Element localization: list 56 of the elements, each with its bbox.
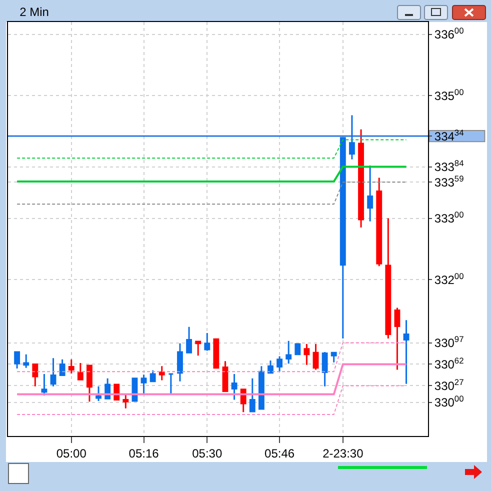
x-tick-label: 05:16 [128,446,160,460]
candlestick [231,373,238,401]
candlestick [330,352,337,364]
candlestick [385,218,392,340]
x-tick-label: 2-23:30 [322,446,364,460]
y-tick-label: 334$^{34}$ [434,127,464,144]
candlestick [140,374,147,396]
y-tick-label: 332$^{00}$ [434,270,464,287]
candlestick [394,307,400,371]
y-tick-label: 330$^{62}$ [434,355,464,372]
candlestick [322,351,328,388]
x-tick-label: 05:30 [192,446,222,460]
y-tick-label: 333$^{59}$ [434,173,464,190]
candlestick [186,326,192,354]
candlestick [294,343,301,356]
candlestick [204,332,210,352]
candlestick [150,370,156,382]
candlestick [276,356,283,372]
candlestick [32,363,38,388]
candlestick [358,128,364,228]
candlestick [122,394,129,410]
candlestick [77,362,84,380]
candlestick [268,360,274,374]
candlestick [168,373,174,396]
y-tick-label: 330$^{97}$ [434,334,464,350]
y-tick-label: 330$^{00}$ [434,393,464,410]
candlestick [68,358,74,374]
candlestick [376,177,382,267]
candlestick [41,373,48,396]
candlestick [59,358,66,376]
candlestick [14,351,20,370]
candlestick [367,164,374,222]
candlestick [312,343,319,371]
candlestick [23,354,30,369]
candlestick [249,378,256,412]
candlestick [86,364,92,402]
candlestick [403,319,410,385]
x-tick-label: 05:00 [56,446,87,460]
candlestick [349,114,355,160]
candlestick [96,386,102,402]
candlestick [177,342,183,382]
candlestick [50,357,56,388]
candlestick [195,340,202,356]
y-tick-label: 333$^{84}$ [434,158,464,174]
candlestick [213,338,220,370]
y-tick-label: 330$^{27}$ [434,376,464,393]
candlestick [286,340,292,364]
candlestick [222,360,228,393]
candlestick [158,365,165,381]
y-tick-label: 335$^{00}$ [434,86,464,103]
candlestick [258,365,264,410]
x-tick-label: 05:46 [264,446,295,460]
y-tick-label: 336$^{00}$ [434,25,464,42]
candlestick [304,343,310,366]
chart-title: 2 Min [20,4,49,19]
y-tick-label: 333$^{00}$ [434,209,464,226]
